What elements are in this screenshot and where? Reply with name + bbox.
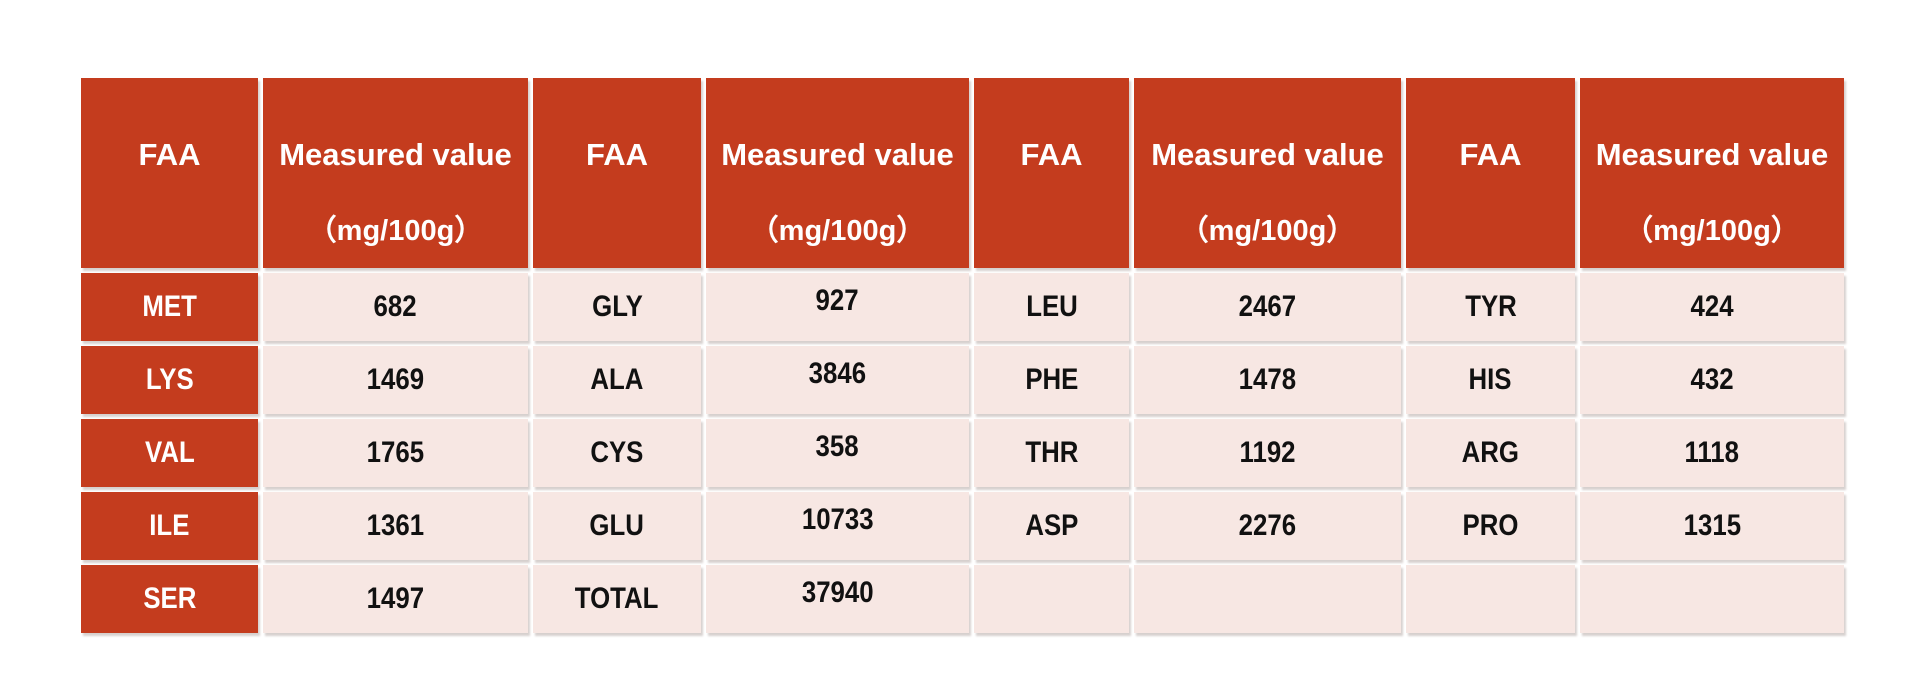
- value-cell: 1478: [1134, 346, 1401, 414]
- faa-label: THR: [1024, 436, 1079, 469]
- faa-label: GLY: [591, 290, 643, 323]
- header-cell-faa-3: FAA: [974, 78, 1129, 268]
- value-cell: 1765: [263, 419, 528, 487]
- faa-cell: CYS: [533, 419, 701, 487]
- measured-value: 2276: [1238, 509, 1297, 542]
- units-header-label: （mg/100g）: [749, 215, 926, 247]
- faa-label: LYS: [145, 363, 194, 396]
- faa-header-label: FAA: [1020, 137, 1083, 172]
- value-cell: 10733: [706, 492, 969, 560]
- empty-cell: [1406, 565, 1575, 633]
- measured-value-header-label: Measured value: [279, 137, 512, 172]
- measured-value: 682: [373, 290, 418, 323]
- value-cell: 2467: [1134, 273, 1401, 341]
- faa-label: GLU: [589, 509, 645, 542]
- value-cell: 1469: [263, 346, 528, 414]
- empty-cell: [1134, 565, 1401, 633]
- measured-value: 432: [1690, 363, 1734, 396]
- measured-value: 1765: [366, 436, 425, 469]
- value-cell: 682: [263, 273, 528, 341]
- header-cell-measured-value-4: Measured value （mg/100g）: [1580, 78, 1844, 268]
- measured-value: 10733: [801, 503, 874, 536]
- header-cell-faa-4: FAA: [1406, 78, 1575, 268]
- value-cell: 927: [706, 273, 969, 341]
- measured-value: 1469: [366, 363, 425, 396]
- faa-header-label: FAA: [586, 137, 648, 172]
- value-cell: 1497: [263, 565, 528, 633]
- header-cell-measured-value-1: Measured value （mg/100g）: [263, 78, 528, 268]
- faa-label: ILE: [149, 509, 190, 542]
- faa-label: LEU: [1025, 290, 1078, 323]
- measured-value: 1315: [1683, 509, 1741, 542]
- measured-value: 1497: [366, 582, 425, 615]
- measured-value: 2467: [1238, 290, 1297, 323]
- header-cell-measured-value-3: Measured value （mg/100g）: [1134, 78, 1401, 268]
- faa-cell: ASP: [974, 492, 1129, 560]
- measured-value-header-label: Measured value: [721, 137, 954, 172]
- value-cell: 1361: [263, 492, 528, 560]
- faa-label: PHE: [1024, 363, 1079, 396]
- faa-cell: MET: [81, 273, 258, 341]
- faa-label: TOTAL: [575, 582, 659, 615]
- faa-header-label: FAA: [138, 137, 201, 172]
- empty-cell: [1580, 565, 1844, 633]
- faa-label: VAL: [144, 436, 195, 469]
- measured-value: 1478: [1238, 363, 1297, 396]
- measured-value: 37940: [801, 576, 874, 609]
- measured-value: 927: [815, 284, 860, 317]
- units-header-label: （mg/100g）: [307, 215, 484, 247]
- measured-value: 1192: [1239, 436, 1296, 469]
- header-cell-faa-2: FAA: [533, 78, 701, 268]
- header-cell-measured-value-2: Measured value （mg/100g）: [706, 78, 969, 268]
- faa-label: HIS: [1468, 363, 1512, 396]
- faa-label: TYR: [1464, 290, 1517, 323]
- value-cell: 37940: [706, 565, 969, 633]
- measured-value-header-label: Measured value: [1595, 137, 1829, 172]
- empty-cell: [974, 565, 1129, 633]
- faa-cell: ALA: [533, 346, 701, 414]
- faa-cell: TYR: [1406, 273, 1575, 341]
- faa-label: SER: [142, 582, 197, 615]
- value-cell: 1192: [1134, 419, 1401, 487]
- units-header-label: （mg/100g）: [1624, 215, 1800, 247]
- header-cell-faa-1: FAA: [81, 78, 258, 268]
- faa-label: PRO: [1462, 509, 1519, 542]
- units-header-label: （mg/100g）: [1179, 215, 1356, 247]
- value-cell: 358: [706, 419, 969, 487]
- faa-cell: GLU: [533, 492, 701, 560]
- faa-label: ARG: [1461, 436, 1520, 469]
- faa-label: MET: [142, 290, 197, 323]
- faa-cell: GLY: [533, 273, 701, 341]
- faa-label: ASP: [1024, 509, 1079, 542]
- measured-value: 358: [815, 430, 860, 463]
- faa-measurement-table: FAA Measured value （mg/100g） FAA Measure…: [81, 78, 1844, 633]
- measured-value-header-label: Measured value: [1151, 137, 1384, 172]
- faa-label: ALA: [590, 363, 644, 396]
- faa-label: CYS: [590, 436, 644, 469]
- measured-value: 1361: [366, 509, 425, 542]
- faa-cell: PHE: [974, 346, 1129, 414]
- value-cell: 432: [1580, 346, 1844, 414]
- value-cell: 3846: [706, 346, 969, 414]
- faa-cell: PRO: [1406, 492, 1575, 560]
- faa-header-label: FAA: [1459, 137, 1522, 172]
- measured-value: 424: [1690, 290, 1734, 323]
- value-cell: 424: [1580, 273, 1844, 341]
- faa-cell: SER: [81, 565, 258, 633]
- faa-cell: VAL: [81, 419, 258, 487]
- faa-cell: LEU: [974, 273, 1129, 341]
- measured-value: 3846: [808, 357, 867, 390]
- faa-cell: THR: [974, 419, 1129, 487]
- value-cell: 1118: [1580, 419, 1844, 487]
- measured-value: 1118: [1684, 436, 1740, 469]
- faa-cell: TOTAL: [533, 565, 701, 633]
- faa-cell: LYS: [81, 346, 258, 414]
- value-cell: 2276: [1134, 492, 1401, 560]
- value-cell: 1315: [1580, 492, 1844, 560]
- faa-cell: ARG: [1406, 419, 1575, 487]
- faa-cell: HIS: [1406, 346, 1575, 414]
- faa-cell: ILE: [81, 492, 258, 560]
